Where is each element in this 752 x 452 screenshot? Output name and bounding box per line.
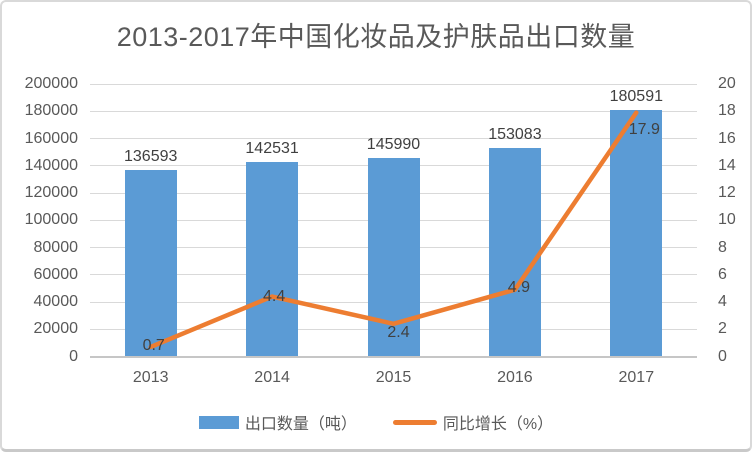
y-axis-tick-right: 4 xyxy=(718,293,727,310)
bar-value-label: 153083 xyxy=(488,125,542,143)
line-value-label: 0.7 xyxy=(142,336,165,354)
line-value-label: 2.4 xyxy=(387,323,410,341)
bar-series-swatch-icon xyxy=(198,415,239,429)
bar xyxy=(246,162,299,357)
line-value-label: 4.4 xyxy=(262,287,286,305)
line-value-label: 4.9 xyxy=(507,278,531,296)
y-axis-tick-right: 18 xyxy=(718,102,736,120)
y-axis-tick-left: 100000 xyxy=(24,211,78,229)
y-axis-tick-left: 80000 xyxy=(33,238,79,256)
y-axis-tick-right: 16 xyxy=(718,129,736,147)
x-axis-label: 2014 xyxy=(254,368,290,386)
y-axis-tick-left: 200000 xyxy=(24,75,78,92)
gridline xyxy=(90,110,697,112)
y-axis-tick-right: 6 xyxy=(718,265,727,283)
bar xyxy=(488,147,541,357)
y-axis-tick-left: 60000 xyxy=(33,265,79,283)
y-axis-tick-left: 180000 xyxy=(24,102,78,120)
y-axis-tick-left: 20000 xyxy=(33,320,79,338)
y-axis-tick-left: 140000 xyxy=(24,156,78,174)
legend-label-export-quantity: 出口数量（吨） xyxy=(244,416,357,433)
bar-value-label: 145990 xyxy=(366,135,421,153)
x-axis-label: 2016 xyxy=(497,368,533,386)
legend-item-export-quantity: 出口数量（吨） xyxy=(198,410,357,434)
y-axis-tick-right: 8 xyxy=(718,238,727,256)
legend-item-yoy-growth: 同比增长（%） xyxy=(392,410,554,434)
y-axis-tick-right: 12 xyxy=(718,184,736,201)
x-axis-label: 2015 xyxy=(375,368,412,386)
y-axis-tick-left: 40000 xyxy=(33,293,79,310)
bar-value-label: 136593 xyxy=(123,148,178,166)
legend: 出口数量（吨） 同比增长（%） xyxy=(2,408,750,436)
line-value-label: 17.9 xyxy=(628,120,660,138)
bar xyxy=(610,110,663,357)
legend-label-yoy-growth: 同比增长（%） xyxy=(442,416,554,433)
bar xyxy=(124,170,177,357)
y-axis-tick-left: 0 xyxy=(69,347,78,365)
x-axis-line xyxy=(90,355,697,358)
y-axis-tick-right: 10 xyxy=(718,211,736,229)
y-axis-tick-left: 160000 xyxy=(24,129,78,147)
y-axis-tick-right: 14 xyxy=(718,156,736,174)
bar-value-label: 180591 xyxy=(609,88,663,106)
x-axis-label: 2017 xyxy=(618,368,655,386)
line-series-swatch-icon xyxy=(392,419,437,425)
y-axis-tick-left: 120000 xyxy=(24,184,78,201)
chart-title: 2013-2017年中国化妆品及护肤品出口数量 xyxy=(116,22,636,52)
y-axis-tick-right: 0 xyxy=(718,347,727,365)
gridline xyxy=(90,83,697,85)
x-axis-label: 2013 xyxy=(132,368,169,386)
y-axis-tick-right: 20 xyxy=(718,75,736,92)
bar-value-label: 142531 xyxy=(245,140,299,158)
y-axis-tick-right: 2 xyxy=(718,320,727,338)
